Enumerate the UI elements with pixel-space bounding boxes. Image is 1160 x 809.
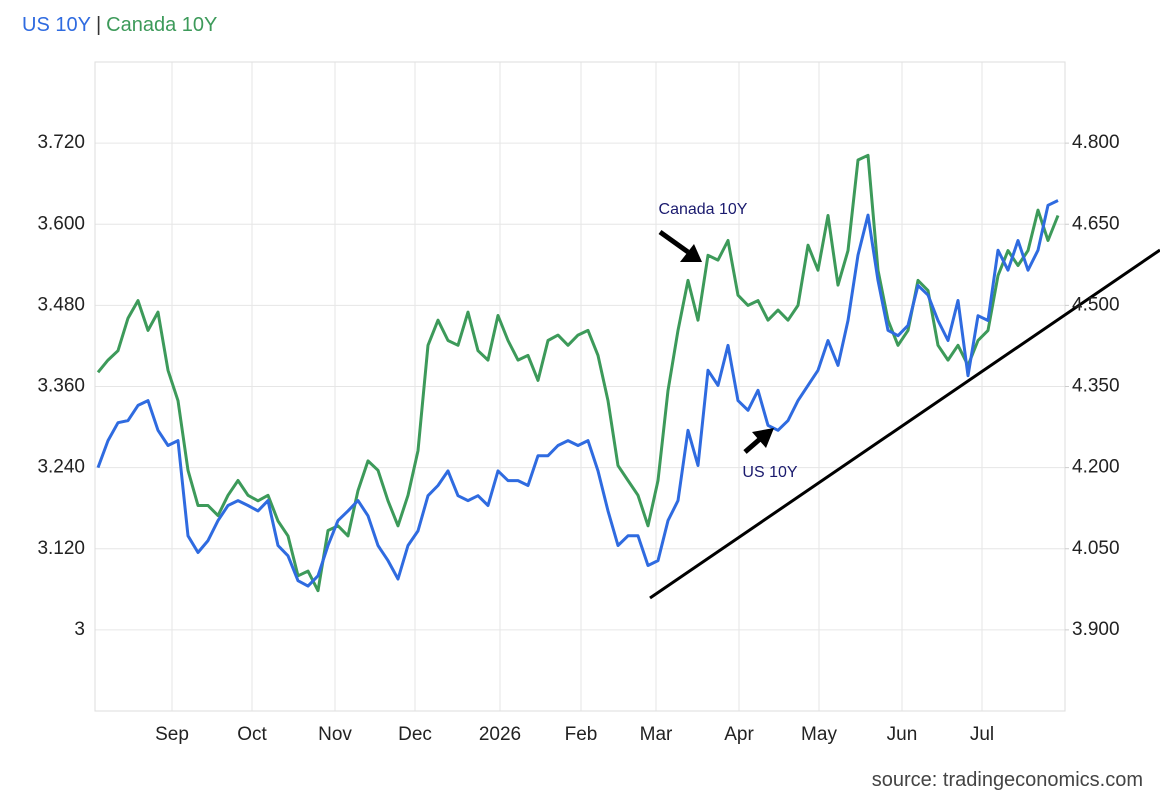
y-tick-label: 3.360: [37, 376, 85, 397]
series-line: [96, 199, 1059, 588]
lines: [96, 153, 1060, 593]
trend-line: [649, 248, 1160, 600]
y-tick-label: 3.720: [37, 132, 85, 153]
x-tick-label: Dec: [398, 724, 432, 745]
arrow-head: [680, 244, 702, 262]
legend-separator: |: [96, 14, 101, 36]
grid: [95, 62, 1065, 711]
legend-entry: US 10Y: [22, 14, 91, 36]
y2-tick-label: 4.200: [1072, 457, 1120, 478]
x-tick-label: Apr: [724, 724, 754, 745]
series-line: [96, 153, 1060, 593]
y2-tick-label: 4.050: [1072, 538, 1120, 559]
y-tick-label: 3: [74, 619, 85, 640]
y2-tick-label: 4.650: [1072, 213, 1120, 234]
y2-tick-label: 4.500: [1072, 294, 1120, 315]
x-tick-label: Jul: [970, 724, 994, 745]
arrow: [658, 229, 690, 255]
x-tick-label: Sep: [155, 724, 189, 745]
annotation: Canada 10Y: [659, 201, 748, 218]
y2-tick-label: 3.900: [1072, 619, 1120, 640]
source: source: tradingeconomics.com: [872, 769, 1143, 791]
x-tick-label: Oct: [237, 724, 267, 745]
arrow-head: [752, 428, 774, 448]
y-tick-label: 3.600: [37, 213, 85, 234]
y-tick-label: 3.480: [37, 294, 85, 315]
x-tick-label: Mar: [640, 724, 673, 745]
legend-entry: Canada 10Y: [106, 14, 217, 36]
annotation: US 10Y: [742, 464, 797, 481]
y2-tick-label: 4.800: [1072, 132, 1120, 153]
x-tick-label: Jun: [887, 724, 918, 745]
y-tick-label: 3.120: [37, 538, 85, 559]
arrow: [743, 437, 762, 454]
x-tick-label: May: [801, 724, 837, 745]
x-tick-label: Nov: [318, 724, 352, 745]
x-tick-label: 2026: [479, 724, 521, 745]
y-tick-label: 3.240: [37, 457, 85, 478]
x-tick-label: Feb: [565, 724, 598, 745]
y2-tick-label: 4.350: [1072, 376, 1120, 397]
legend: US 10Y | Canada 10Y: [22, 14, 217, 36]
